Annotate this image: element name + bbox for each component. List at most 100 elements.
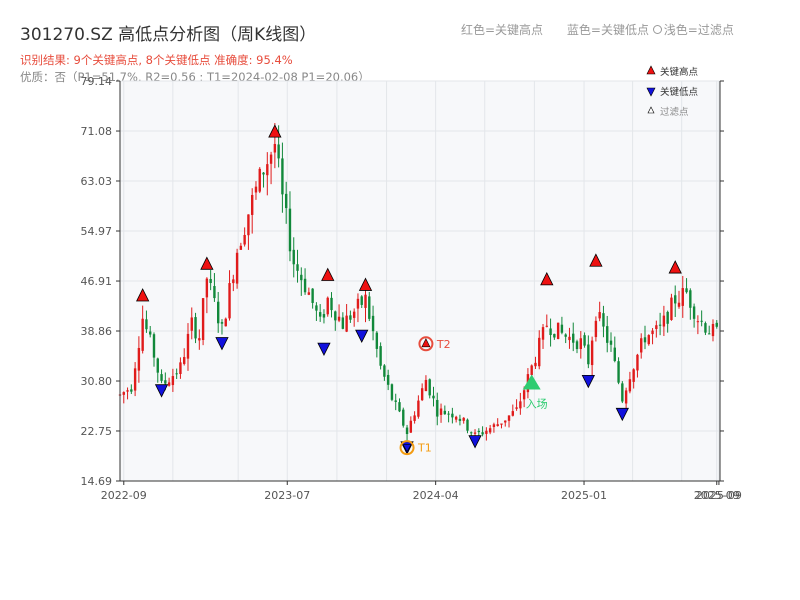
candle-body [292,249,295,265]
candle-body [296,264,299,271]
candle-body [183,357,186,364]
t2-label: T2 [436,338,451,351]
candle-body [715,322,718,327]
key-low-marker [468,435,482,449]
candle-body [613,347,616,362]
key-high-marker [540,271,554,286]
candle-body [213,286,216,299]
candle-body [239,245,243,250]
legend-red-text: 红色=关键高点 [461,23,544,37]
candle-body [579,338,582,350]
candle-body [685,288,688,293]
key-low-marker [154,384,169,398]
y-tick-label: 71.08 [81,125,113,138]
candle-body [436,399,439,417]
x-tick-label: 2025-09 [694,489,740,502]
candle-body [398,402,401,412]
candle-body [179,362,182,374]
candle-body [126,390,129,392]
candle-body [590,340,594,366]
candle-body [507,415,511,421]
candle-body [473,432,477,434]
key-high-marker [358,277,373,291]
legend-label: 关键高点 [660,66,699,78]
candle-body [602,313,605,327]
candle-body [217,301,220,324]
t1-low-marker [402,444,412,453]
candle-body [511,411,515,416]
candle-body [643,337,647,343]
candle-body [522,390,526,400]
top-legend: 红色=关键高点 蓝色=关键低点 浅色=过滤点 [461,21,754,38]
candle-body [443,410,447,415]
candle-body [318,312,322,317]
y-tick-label: 54.97 [81,225,113,238]
candle-body [300,274,303,281]
candle-body [375,332,379,349]
y-tick-label: 22.75 [81,425,113,438]
candle-body [232,279,235,284]
candle-body [640,338,643,353]
candle-body [254,186,258,193]
x-tick-label: 2025-01 [561,489,607,502]
key-high-marker [668,260,682,274]
candle-body [451,413,454,418]
candle-body [439,408,443,415]
t1-ring [399,440,415,456]
candle-body [647,335,650,345]
candle-body [190,317,193,331]
grid [120,80,720,482]
candle-body [594,320,598,338]
candle-body [711,323,715,337]
candle-body [175,373,178,375]
key-points [136,124,682,455]
candle-body [696,321,700,323]
candle-body [413,415,416,421]
key-low-marker [215,337,229,351]
candle-body [568,336,571,341]
legend-key-low-icon [646,87,656,97]
candle-body [666,311,669,324]
key-high-marker [268,124,282,138]
legend-gray-text: 浅色=过滤点 [663,23,734,37]
candle-body [658,324,662,326]
candle-body [496,424,499,427]
candle-body [428,379,431,396]
candle-body [167,382,171,386]
candle-body [458,418,462,421]
candle-body [420,388,424,401]
candle-body [583,335,586,346]
candle-body [515,407,518,409]
candle-body [674,295,677,304]
candle-body [269,154,273,164]
candle-body [689,290,692,308]
y-tick-label: 46.91 [81,275,113,288]
candle-body [356,298,360,309]
candle-body [405,427,409,435]
candle-body [402,409,405,426]
candle-body [122,392,125,395]
candle-body [235,252,239,284]
candle-body [598,312,601,319]
candle-body [530,365,533,376]
candle-body [145,319,148,330]
key-high-marker [136,288,150,302]
candle-body [632,369,635,382]
candle-body [205,278,209,298]
candle-body [470,432,473,434]
annotations: T1 T2 入场 [399,336,548,456]
candle-body [617,361,620,383]
legend-label: 关键低点 [660,86,699,98]
key-low-marker [581,374,595,389]
candle-body [564,334,567,337]
candle-body [549,328,552,336]
candle-body [303,278,307,293]
candle-body [606,326,609,343]
candle-body [560,324,564,333]
key-high-marker [200,256,214,270]
candle-body [334,311,337,321]
candle-body [424,379,428,392]
chart-title: 301270.SZ 高低点分析图（周K线图） [20,25,317,45]
y-tick-label: 79.14 [81,75,113,88]
